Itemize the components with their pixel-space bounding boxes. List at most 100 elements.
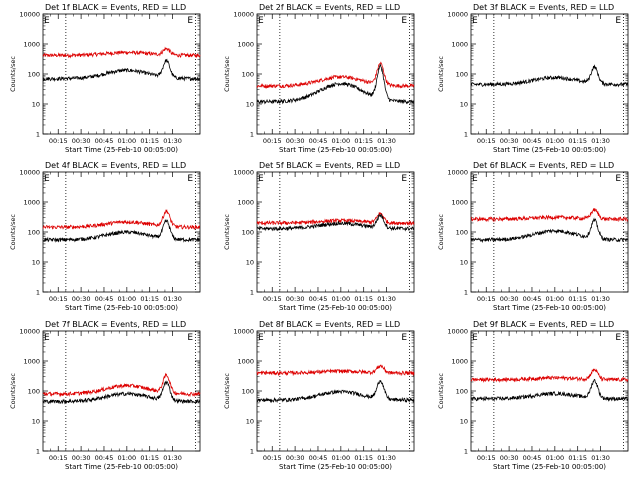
x-tick-label: 00:15 bbox=[263, 295, 282, 303]
x-tick-label: 01:00 bbox=[545, 137, 564, 145]
panel-det-4: Det 4f BLACK = Events, RED = LLD 1 10 100 10… bbox=[9, 161, 201, 312]
series-lld-red bbox=[42, 209, 201, 230]
x-tick-label: 01:15 bbox=[140, 454, 159, 462]
series-lld-red bbox=[42, 372, 201, 398]
y-axis-label: Counts/sec bbox=[9, 373, 17, 409]
y-axis-label: Counts/sec bbox=[437, 373, 445, 409]
y-axis-label: Counts/sec bbox=[223, 373, 231, 409]
x-tick-label: 01:30 bbox=[591, 295, 610, 303]
x-tick-label: 00:30 bbox=[500, 295, 519, 303]
panel-det-5: Det 5f BLACK = Events, RED = LLD 1 10 100 10… bbox=[223, 161, 415, 312]
x-tick-label: 01:00 bbox=[331, 454, 350, 462]
x-tick-label: 00:45 bbox=[95, 137, 114, 145]
y-tick-label: 10000 bbox=[447, 169, 468, 177]
marker-label-start: E bbox=[472, 174, 478, 184]
x-axis-label: Start Time (25-Feb-10 00:05:00) bbox=[279, 304, 392, 312]
x-tick-label: 00:30 bbox=[500, 454, 519, 462]
x-tick-label: 00:30 bbox=[500, 137, 519, 145]
y-tick-label: 100 bbox=[28, 71, 40, 79]
x-tick-label: 01:30 bbox=[377, 295, 396, 303]
x-axis-label: Start Time (25-Feb-10 00:05:00) bbox=[493, 146, 606, 154]
x-tick-label: 01:00 bbox=[117, 137, 136, 145]
y-tick-label: 100 bbox=[456, 229, 468, 237]
x-axis-label: Start Time (25-Feb-10 00:05:00) bbox=[65, 146, 178, 154]
series-lld-red bbox=[256, 364, 415, 377]
marker-label-start: E bbox=[44, 16, 50, 26]
y-tick-label: 1 bbox=[36, 289, 40, 297]
x-tick-label: 00:15 bbox=[477, 454, 496, 462]
panel-det-8: Det 8f BLACK = Events, RED = LLD 1 10 100 10… bbox=[223, 320, 415, 471]
panel-det-6: Det 6f BLACK = Events, RED = LLD 1 10 100 10… bbox=[437, 161, 629, 312]
y-tick-label: 100 bbox=[28, 229, 40, 237]
panel-det-1: Det 1f BLACK = Events, RED = LLD 1 10 100 10… bbox=[9, 3, 201, 154]
x-tick-label: 00:45 bbox=[309, 454, 328, 462]
x-axis-label: Start Time (25-Feb-10 00:05:00) bbox=[493, 463, 606, 471]
x-tick-label: 01:30 bbox=[163, 454, 182, 462]
y-tick-label: 10000 bbox=[233, 328, 254, 336]
plot-frame bbox=[256, 171, 415, 293]
x-tick-label: 00:15 bbox=[477, 295, 496, 303]
series-lld-red bbox=[256, 212, 415, 227]
y-tick-label: 10 bbox=[246, 418, 254, 426]
x-tick-label: 01:15 bbox=[568, 295, 587, 303]
marker-label-start: E bbox=[258, 16, 264, 26]
x-tick-label: 00:15 bbox=[263, 137, 282, 145]
x-tick-label: 01:00 bbox=[117, 454, 136, 462]
x-tick-label: 00:30 bbox=[72, 454, 91, 462]
x-tick-label: 00:15 bbox=[49, 137, 68, 145]
panel-title: Det 6f BLACK = Events, RED = LLD bbox=[473, 161, 614, 170]
marker-label-start: E bbox=[258, 174, 264, 184]
x-tick-label: 01:30 bbox=[163, 295, 182, 303]
plot-frame bbox=[470, 13, 629, 135]
x-tick-label: 01:30 bbox=[591, 137, 610, 145]
y-tick-label: 1000 bbox=[23, 358, 40, 366]
series-lld-red bbox=[256, 61, 415, 89]
marker-label-end: E bbox=[615, 174, 621, 184]
y-tick-label: 100 bbox=[242, 71, 254, 79]
plot-frame bbox=[470, 330, 629, 452]
x-tick-label: 01:00 bbox=[545, 454, 564, 462]
x-tick-label: 00:30 bbox=[286, 295, 305, 303]
marker-label-end: E bbox=[401, 16, 407, 26]
y-axis-label: Counts/sec bbox=[223, 56, 231, 92]
y-axis-label: Counts/sec bbox=[9, 56, 17, 92]
x-axis-label: Start Time (25-Feb-10 00:05:00) bbox=[65, 463, 178, 471]
y-tick-label: 1 bbox=[464, 131, 468, 139]
panel-det-7: Det 7f BLACK = Events, RED = LLD 1 10 100 10… bbox=[9, 320, 201, 471]
y-tick-label: 1 bbox=[250, 289, 254, 297]
panel-title: Det 1f BLACK = Events, RED = LLD bbox=[45, 3, 186, 12]
series-events-black bbox=[470, 378, 629, 403]
x-tick-label: 01:15 bbox=[354, 295, 373, 303]
panel-title: Det 3f BLACK = Events, RED = LLD bbox=[473, 3, 614, 12]
x-tick-label: 00:15 bbox=[477, 137, 496, 145]
x-tick-label: 01:15 bbox=[354, 137, 373, 145]
y-tick-label: 1 bbox=[464, 289, 468, 297]
y-tick-label: 1 bbox=[36, 131, 40, 139]
marker-label-start: E bbox=[44, 174, 50, 184]
marker-label-end: E bbox=[615, 333, 621, 343]
y-tick-label: 100 bbox=[28, 388, 40, 396]
series-lld-red bbox=[470, 368, 629, 384]
panel-det-2: Det 2f BLACK = Events, RED = LLD 1 10 100 10… bbox=[223, 3, 415, 154]
x-tick-label: 00:30 bbox=[286, 137, 305, 145]
panel-title: Det 2f BLACK = Events, RED = LLD bbox=[259, 3, 400, 12]
marker-label-end: E bbox=[615, 16, 621, 26]
x-tick-label: 00:30 bbox=[72, 295, 91, 303]
x-tick-label: 00:30 bbox=[286, 454, 305, 462]
y-tick-label: 1000 bbox=[23, 199, 40, 207]
y-tick-label: 10 bbox=[246, 259, 254, 267]
x-tick-label: 00:45 bbox=[523, 454, 542, 462]
x-tick-label: 00:15 bbox=[49, 454, 68, 462]
y-tick-label: 10 bbox=[32, 101, 40, 109]
y-tick-label: 1000 bbox=[451, 358, 468, 366]
x-tick-label: 00:45 bbox=[523, 295, 542, 303]
marker-label-start: E bbox=[258, 333, 264, 343]
y-tick-label: 10 bbox=[32, 259, 40, 267]
x-tick-label: 01:00 bbox=[117, 295, 136, 303]
marker-label-end: E bbox=[401, 333, 407, 343]
y-tick-label: 10 bbox=[460, 418, 468, 426]
x-tick-label: 00:45 bbox=[95, 454, 114, 462]
panel-det-3: Det 3f BLACK = Events, RED = LLD 1 10 100 10… bbox=[437, 3, 629, 154]
